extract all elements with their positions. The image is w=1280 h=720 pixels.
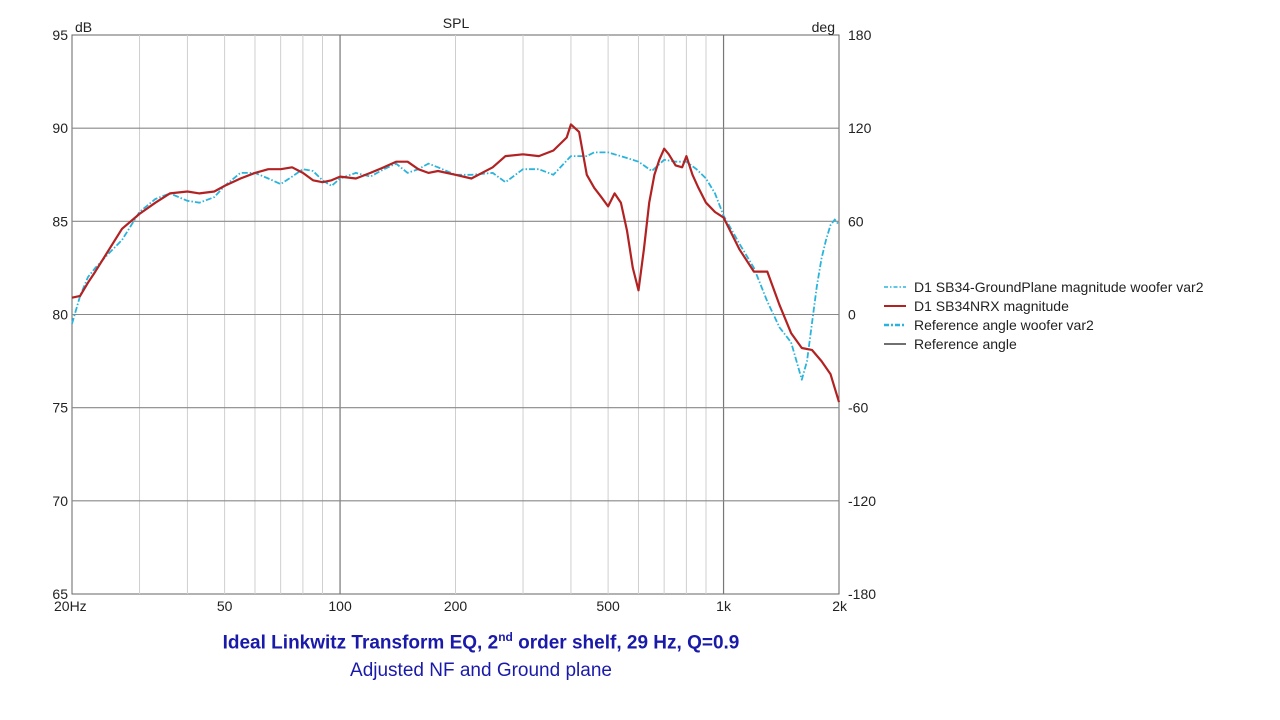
y2-tick-label: -60 (848, 400, 868, 416)
caption-title-sup: nd (498, 630, 513, 644)
x-tick-label: 500 (596, 598, 620, 614)
legend-label: D1 SB34NRX magnitude (914, 298, 1069, 314)
y2-tick-label: 60 (848, 213, 864, 229)
legend-label: D1 SB34-GroundPlane magnitude woofer var… (914, 279, 1204, 295)
y2-axis-label: deg (812, 19, 835, 35)
caption-title-pre: Ideal Linkwitz Transform EQ, 2 (222, 632, 499, 654)
y-axis-label: dB (75, 19, 92, 35)
y-tick-label: 80 (52, 307, 68, 323)
y2-tick-label: 120 (848, 120, 872, 136)
y-tick-label: 95 (52, 27, 68, 43)
caption-title-post: order shelf, 29 Hz, Q=0.9 (512, 632, 740, 654)
series-line-1 (71, 123, 841, 403)
y2-tick-label: -120 (848, 493, 876, 509)
x-tick-label: 200 (444, 598, 468, 614)
x-tick-label: 20Hz (54, 598, 87, 614)
y-tick-label: 90 (52, 120, 68, 136)
x-tick-label: 1k (716, 598, 732, 614)
chart-title: SPL (443, 15, 470, 31)
y2-tick-label: -180 (848, 586, 876, 602)
x-tick-label: 50 (217, 598, 233, 614)
x-tick-label: 100 (328, 598, 352, 614)
y2-tick-label: 0 (848, 307, 856, 323)
grid (72, 35, 839, 594)
y-tick-label: 65 (52, 586, 68, 602)
legend: D1 SB34-GroundPlane magnitude woofer var… (884, 279, 1204, 352)
curves (71, 123, 841, 403)
caption-title: Ideal Linkwitz Transform EQ, 2nd order s… (0, 630, 962, 654)
tick-labels: 65 70 75 80 85 90 95 -180 -120 -60 0 60 120 180 20Hz 50… (52, 27, 876, 614)
y-tick-label: 85 (52, 213, 68, 229)
y-tick-label: 75 (52, 400, 68, 416)
caption-subtitle: Adjusted NF and Ground plane (350, 660, 612, 681)
y2-tick-label: 180 (848, 27, 872, 43)
legend-label: Reference angle woofer var2 (914, 317, 1094, 333)
x-tick-label: 2k (832, 598, 848, 614)
series-line-0 (71, 151, 840, 381)
y-tick-label: 70 (52, 493, 68, 509)
legend-label: Reference angle (914, 336, 1017, 352)
